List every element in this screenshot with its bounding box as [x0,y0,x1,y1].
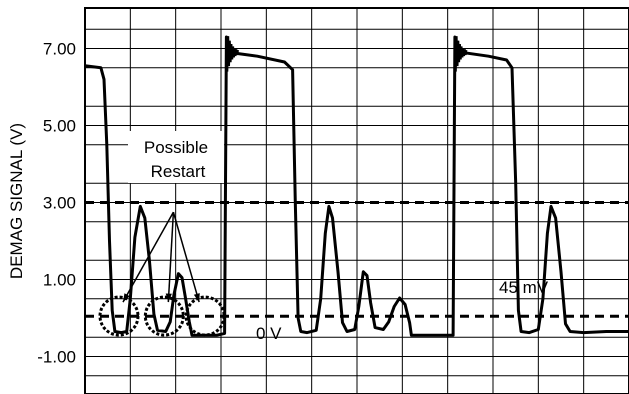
mv-label: 45 mV [499,278,549,297]
y-tick-label: 7.00 [43,40,76,59]
y-tick-label: 3.00 [43,194,76,213]
restart-arrows [122,211,200,303]
restart-markers [98,295,226,337]
y-tick-label: 5.00 [43,117,76,136]
restart-circle [184,295,226,337]
restart-circle [143,295,185,337]
plot-frame [84,7,629,394]
restart-circle [98,295,140,337]
restart-arrow [167,212,175,303]
restart-arrow [172,211,200,303]
restart-label-bg [128,131,224,183]
restart-label-line1: Possible [144,138,208,157]
restart-arrow [122,211,175,303]
demag-waveform [84,35,629,337]
restart-label-line2: Restart [151,162,206,181]
restart-arrowhead [193,293,200,303]
zero-volt-label: 0 V [256,324,282,343]
series-layer [84,35,629,337]
y-tick-labels: 7.00 5.00 3.00 1.00 -1.00 [37,40,76,367]
grid [85,8,629,394]
y-tick-label: -1.00 [37,348,76,367]
y-axis-label: DEMAG SIGNAL (V) [7,123,26,279]
ringing-burst [226,36,239,72]
restart-arrowhead [123,293,130,303]
y-tick-label: 1.00 [43,271,76,290]
ringing-burst [454,36,468,72]
restart-arrowhead [165,293,172,303]
